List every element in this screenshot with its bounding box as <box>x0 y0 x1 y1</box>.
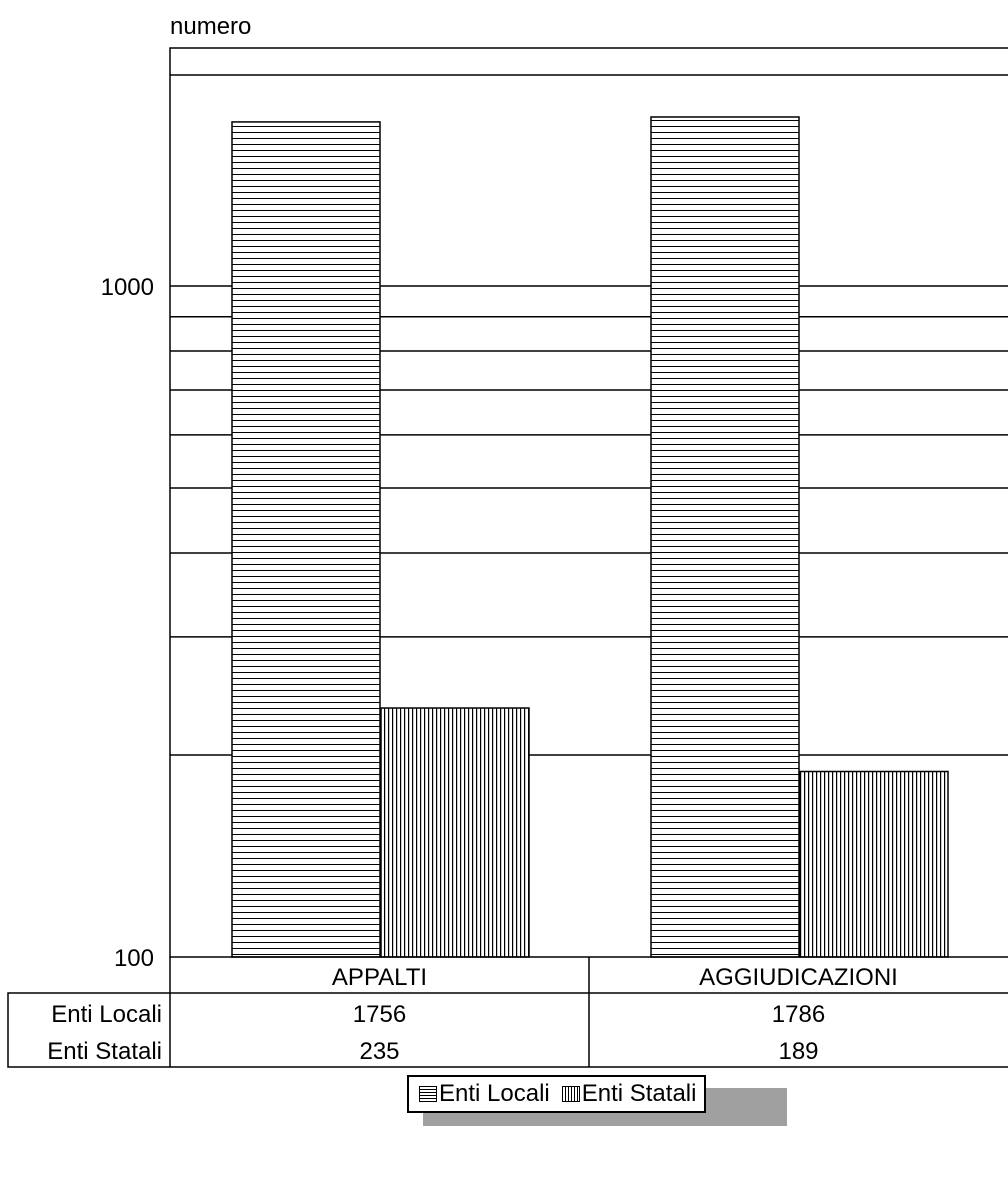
bar-enti-statali-appalti <box>380 707 530 958</box>
table-cell: 235 <box>359 1038 399 1065</box>
y-tick-label: 1000 <box>101 274 154 301</box>
legend: Enti Locali Enti Statali <box>407 1075 707 1113</box>
table-cell: 1786 <box>772 1001 825 1028</box>
bars <box>231 116 949 958</box>
table-border <box>7 992 1008 1068</box>
bar-enti-statali-aggiudicazioni <box>799 770 949 958</box>
table-cell: 1756 <box>353 1001 406 1028</box>
plot-area-border <box>169 47 1008 958</box>
plot-frame <box>169 47 1008 958</box>
legend-swatch-enti-statali <box>561 1086 580 1102</box>
y-axis: 100 1000 <box>101 274 154 972</box>
table-cell: 189 <box>778 1038 818 1065</box>
bar-enti-locali-aggiudicazioni <box>650 116 800 958</box>
y-axis-label: numero <box>170 13 251 40</box>
table-row-label: Enti Locali <box>51 1001 162 1028</box>
bar-enti-locali-appalti <box>231 121 381 958</box>
legend-label-enti-locali: Enti Locali <box>439 1080 550 1107</box>
category-label: AGGIUDICAZIONI <box>699 964 898 991</box>
data-table: APPALTI AGGIUDICAZIONI Enti Locali 1756 1786… <box>7 957 1008 1068</box>
legend-label-enti-statali: Enti Statali <box>581 1080 697 1107</box>
table-row-label: Enti Statali <box>47 1038 162 1065</box>
legend-swatch-enti-locali <box>419 1086 437 1102</box>
category-label: APPALTI <box>332 964 427 991</box>
y-tick-label: 100 <box>114 945 154 972</box>
